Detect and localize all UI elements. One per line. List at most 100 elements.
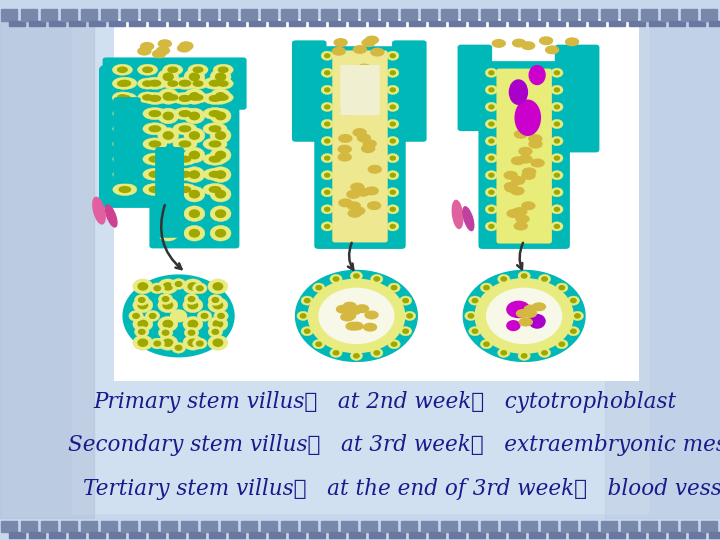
Bar [269,532,285,538]
Ellipse shape [512,177,525,184]
Ellipse shape [149,126,161,132]
Ellipse shape [325,156,330,160]
Ellipse shape [162,330,168,335]
Ellipse shape [341,107,354,114]
Ellipse shape [138,64,158,75]
Bar [570,21,585,26]
Ellipse shape [321,205,333,214]
Ellipse shape [343,302,356,310]
Bar [9,532,25,538]
FancyBboxPatch shape [150,62,239,248]
Bar [50,532,66,538]
Ellipse shape [218,67,228,72]
Ellipse shape [485,171,498,180]
Bar [670,532,685,538]
Ellipse shape [492,39,505,47]
Ellipse shape [539,348,551,357]
Bar [149,21,165,26]
Ellipse shape [162,296,168,301]
Ellipse shape [489,190,494,194]
Bar [9,21,25,26]
Bar [210,21,225,26]
Ellipse shape [400,296,412,305]
Ellipse shape [484,286,489,289]
Ellipse shape [554,156,559,160]
Ellipse shape [153,50,166,58]
Ellipse shape [210,80,221,86]
Ellipse shape [119,96,130,102]
Bar [601,9,617,21]
Ellipse shape [387,171,399,180]
Ellipse shape [392,286,397,289]
Ellipse shape [215,210,225,218]
Bar [582,9,598,21]
Ellipse shape [469,296,481,305]
Ellipse shape [208,316,228,332]
Ellipse shape [176,346,181,350]
Ellipse shape [321,153,333,163]
Ellipse shape [189,330,194,335]
Bar [189,532,205,538]
Ellipse shape [321,85,333,94]
Ellipse shape [356,305,369,313]
Ellipse shape [297,311,310,321]
Ellipse shape [158,335,178,350]
Ellipse shape [138,92,158,103]
Bar [50,21,66,26]
Ellipse shape [149,111,161,117]
Ellipse shape [334,39,347,46]
Ellipse shape [184,206,205,221]
Ellipse shape [485,102,498,111]
Bar [681,521,697,532]
Ellipse shape [210,187,221,192]
Ellipse shape [158,40,171,48]
Ellipse shape [336,306,349,313]
Bar [590,21,606,26]
Ellipse shape [489,156,494,160]
Bar [89,21,105,26]
Ellipse shape [365,36,378,44]
Ellipse shape [325,173,330,177]
Bar [210,532,225,538]
Ellipse shape [143,92,167,105]
Bar [122,9,138,21]
Ellipse shape [541,277,547,281]
Ellipse shape [163,92,183,103]
Ellipse shape [362,39,375,46]
Ellipse shape [333,48,346,55]
Ellipse shape [163,93,174,100]
Ellipse shape [387,85,399,94]
Ellipse shape [347,191,360,198]
Ellipse shape [533,303,546,310]
Ellipse shape [210,206,231,221]
Ellipse shape [539,274,551,284]
Ellipse shape [189,171,199,178]
Ellipse shape [522,202,535,210]
Bar [469,532,485,538]
Ellipse shape [143,153,167,165]
Bar [289,532,305,538]
Ellipse shape [387,205,399,214]
Bar [222,9,238,21]
Ellipse shape [135,327,149,338]
Ellipse shape [325,139,330,143]
Ellipse shape [325,122,330,126]
Bar [390,21,405,26]
Bar [61,521,77,532]
Bar [570,532,585,538]
Ellipse shape [149,141,161,147]
Bar [521,9,537,21]
Ellipse shape [179,80,191,86]
Ellipse shape [117,67,127,72]
Ellipse shape [188,339,197,346]
Ellipse shape [354,274,359,278]
Ellipse shape [178,44,191,52]
Ellipse shape [112,64,132,75]
Ellipse shape [197,286,203,291]
Ellipse shape [173,77,197,89]
Bar [109,21,125,26]
Bar [642,521,657,532]
Ellipse shape [554,105,559,109]
Bar [649,21,665,26]
Bar [102,9,117,21]
